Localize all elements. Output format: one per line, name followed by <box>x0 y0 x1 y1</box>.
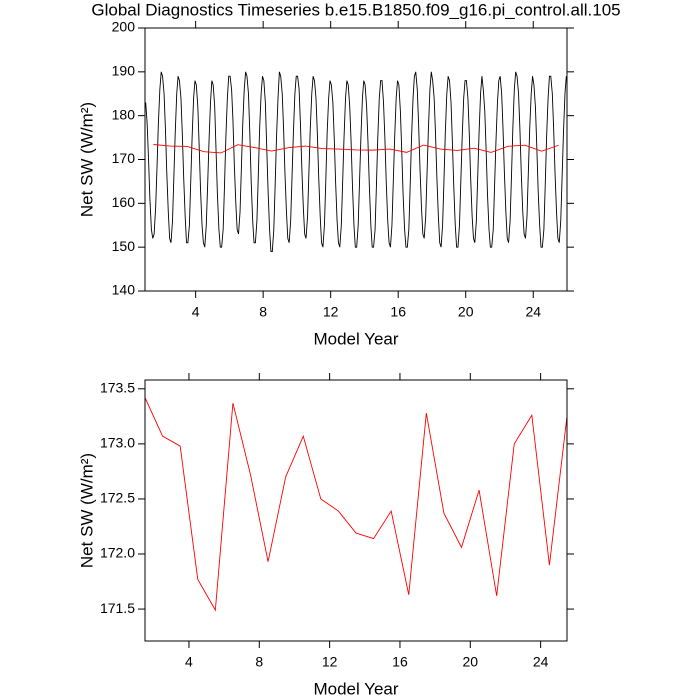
y-tick-label: 173.0 <box>100 435 135 451</box>
x-tick-label: 24 <box>533 654 549 670</box>
y-tick-label: 171.5 <box>100 600 135 616</box>
x-axis-title: Model Year <box>313 329 398 348</box>
x-tick-label: 8 <box>259 304 267 320</box>
y-tick-label: 140 <box>112 282 136 298</box>
data-line <box>145 71 567 252</box>
y-axis-title: Net SW (W/m²) <box>77 102 96 217</box>
y-tick-label: 173.5 <box>100 380 135 396</box>
y-tick-label: 190 <box>112 63 136 79</box>
plot-frame <box>144 27 568 292</box>
plot-frame <box>144 379 568 642</box>
y-tick-label: 160 <box>112 194 136 210</box>
data-line <box>153 144 559 154</box>
x-tick-label: 12 <box>322 654 338 670</box>
y-tick-label: 180 <box>112 106 136 122</box>
x-tick-label: 16 <box>390 304 406 320</box>
x-axis-title: Model Year <box>313 679 398 698</box>
y-axis-title: Net SW (W/m²) <box>77 453 96 568</box>
x-tick-label: 20 <box>463 654 479 670</box>
y-tick-label: 172.5 <box>100 490 135 506</box>
chart-title: Global Diagnostics Timeseries b.e15.B185… <box>91 0 620 19</box>
x-tick-label: 24 <box>525 304 541 320</box>
x-tick-label: 20 <box>458 304 474 320</box>
x-tick-label: 16 <box>392 654 408 670</box>
x-tick-label: 12 <box>323 304 339 320</box>
y-tick-label: 150 <box>112 238 136 254</box>
y-tick-label: 200 <box>112 19 136 35</box>
x-tick-label: 4 <box>192 304 200 320</box>
x-tick-label: 8 <box>255 654 263 670</box>
x-tick-label: 4 <box>185 654 193 670</box>
data-line <box>145 397 567 612</box>
y-tick-label: 170 <box>112 150 136 166</box>
y-tick-label: 172.0 <box>100 545 135 561</box>
